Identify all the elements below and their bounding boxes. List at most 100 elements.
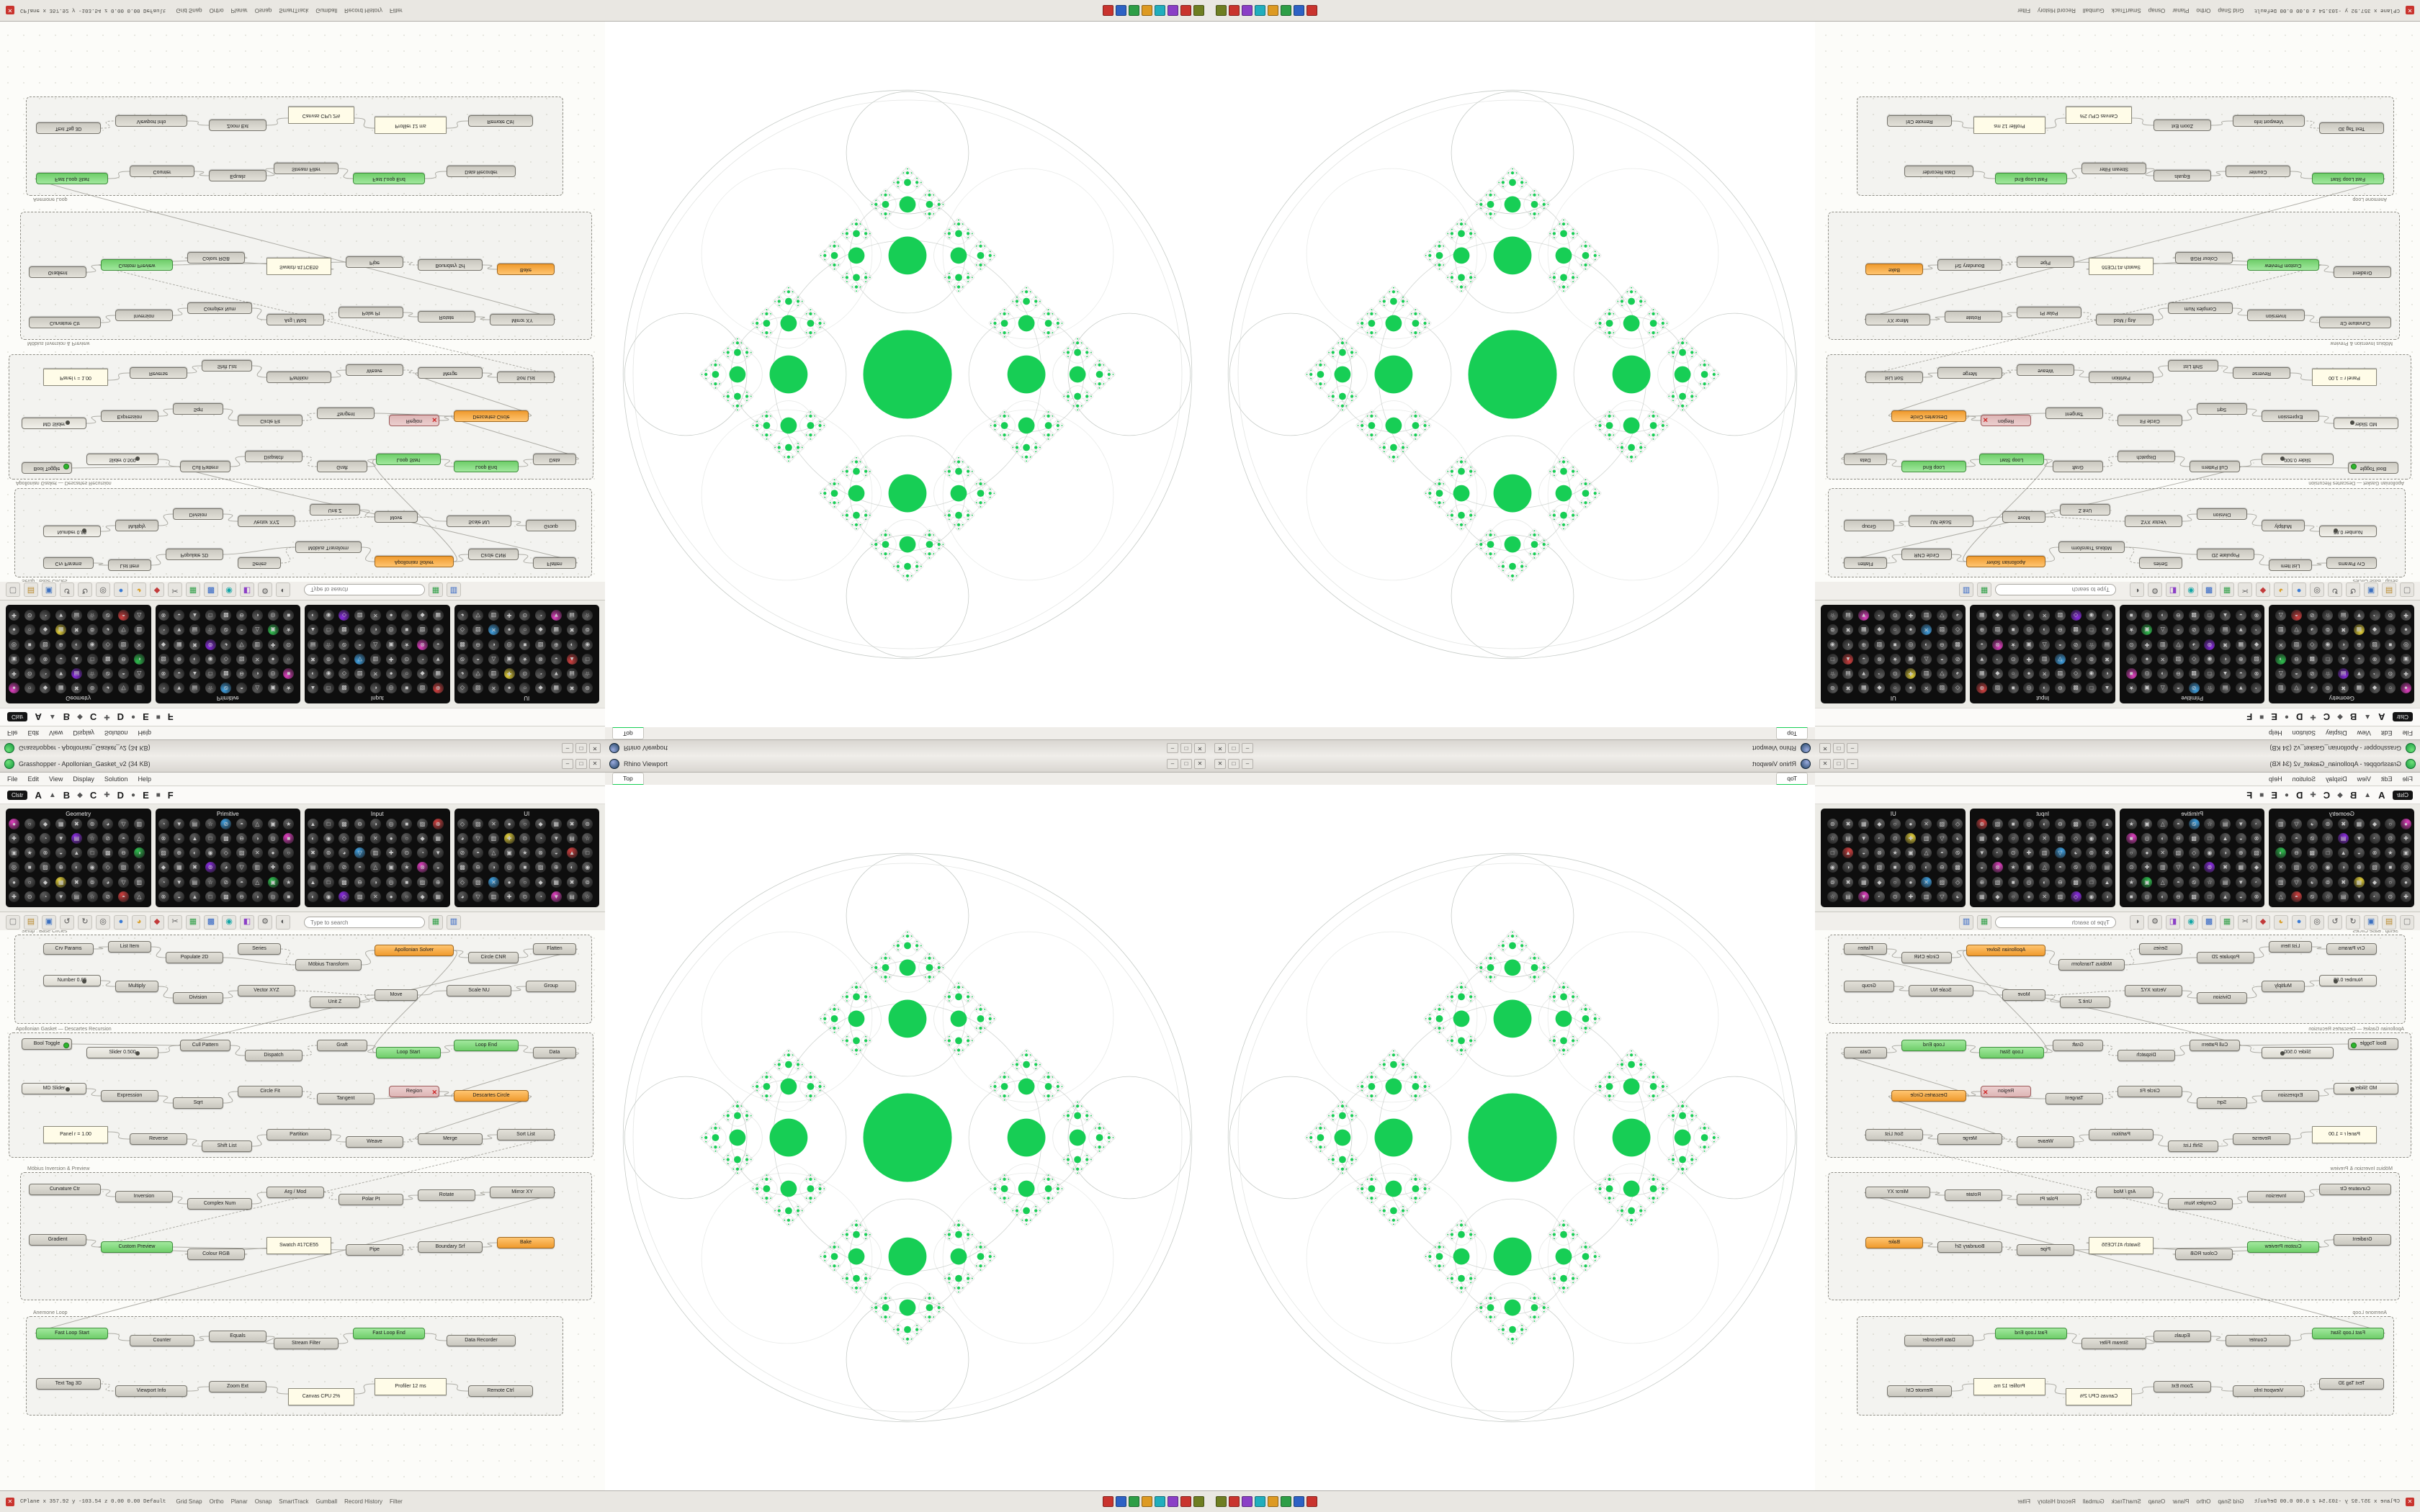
- gh-node[interactable]: List Item: [108, 559, 151, 571]
- component-icon[interactable]: ◇: [2306, 639, 2318, 650]
- component-icon[interactable]: ▨: [1991, 624, 2003, 636]
- tray-green-icon[interactable]: [1129, 5, 1139, 16]
- gh-node[interactable]: Tangent: [2045, 408, 2103, 419]
- component-icon[interactable]: ▦: [550, 683, 562, 693]
- gh-node[interactable]: Remote Ctrl: [1887, 115, 1952, 127]
- gh-node[interactable]: Cull Pattern: [180, 461, 230, 472]
- gh-node[interactable]: Descartes Circle: [454, 410, 529, 422]
- component-icon[interactable]: ◓: [2054, 639, 2066, 650]
- component-icon[interactable]: ▼: [2235, 624, 2246, 636]
- gh-node[interactable]: Custom Preview: [2247, 1241, 2319, 1253]
- component-icon[interactable]: ⊖: [118, 847, 130, 859]
- component-icon[interactable]: □: [2086, 683, 2097, 693]
- node-canvas[interactable]: Setup : Base Circles Apollonian Gasket — …: [1815, 930, 2420, 1490]
- component-icon[interactable]: ✚: [2401, 610, 2411, 621]
- component-icon[interactable]: ⊙: [2385, 667, 2396, 679]
- zoom-extents-icon[interactable]: ◎: [96, 582, 110, 597]
- scissors-icon[interactable]: ✂: [168, 915, 182, 930]
- close-button[interactable]: ✕: [589, 759, 601, 769]
- component-icon[interactable]: ▧: [1936, 624, 1948, 636]
- menu-item-display[interactable]: Display: [2326, 775, 2347, 783]
- component-icon[interactable]: ⊗: [158, 833, 169, 845]
- status-mode-planar[interactable]: Planar: [230, 7, 248, 14]
- status-mode-filter[interactable]: Filter: [390, 1498, 403, 1505]
- component-icon[interactable]: ⊖: [236, 891, 248, 902]
- component-icon[interactable]: ▣: [267, 819, 279, 829]
- gh-node[interactable]: Expression: [2262, 410, 2319, 422]
- component-icon[interactable]: ▲: [71, 653, 82, 665]
- component-icon[interactable]: ◇: [220, 653, 232, 665]
- category-shape-icon[interactable]: ▲: [48, 791, 56, 799]
- menu-item-edit[interactable]: Edit: [2380, 775, 2393, 783]
- component-icon[interactable]: ▦: [1858, 624, 1870, 636]
- gh-node[interactable]: Viewport Info: [115, 115, 187, 127]
- gh-node[interactable]: Shift List: [202, 360, 252, 372]
- component-icon[interactable]: ◆: [2369, 624, 2380, 636]
- component-icon[interactable]: ✖: [1842, 819, 1854, 829]
- component-icon[interactable]: ▨: [535, 862, 547, 873]
- gh-node[interactable]: Move: [375, 511, 418, 523]
- component-icon[interactable]: ●: [2401, 819, 2411, 829]
- undo-icon[interactable]: ↺: [60, 915, 74, 930]
- component-icon[interactable]: △: [488, 653, 499, 665]
- component-icon[interactable]: ⊕: [2235, 847, 2246, 859]
- component-icon[interactable]: ✖: [2220, 862, 2231, 873]
- component-icon[interactable]: ✖: [189, 862, 200, 873]
- component-icon[interactable]: ⊚: [1827, 876, 1838, 888]
- component-icon[interactable]: ▩: [2306, 847, 2318, 859]
- component-icon[interactable]: ▼: [2235, 876, 2246, 888]
- component-icon[interactable]: ⊗: [40, 847, 51, 859]
- component-icon[interactable]: □: [2322, 653, 2334, 665]
- component-icon[interactable]: ◒: [174, 667, 185, 679]
- menu-item-display[interactable]: Display: [2326, 729, 2347, 737]
- gh-node[interactable]: Partition: [2089, 372, 2154, 383]
- component-icon[interactable]: ◕: [2306, 683, 2318, 693]
- component-icon[interactable]: ⊗: [2251, 833, 2262, 845]
- component-icon[interactable]: ▩: [102, 653, 114, 665]
- maximize-button[interactable]: □: [575, 743, 587, 753]
- status-mode-smarttrack[interactable]: SmartTrack: [2111, 1498, 2141, 1505]
- component-icon[interactable]: ◕: [457, 833, 468, 845]
- component-icon[interactable]: ▨: [1991, 819, 2003, 829]
- gh-node[interactable]: Multiply: [115, 981, 158, 992]
- component-icon[interactable]: △: [251, 819, 263, 829]
- viewport-canvas[interactable]: [605, 22, 1210, 727]
- component-icon[interactable]: ○: [2385, 624, 2396, 636]
- component-icon[interactable]: ⊖: [472, 862, 484, 873]
- save-definition-icon[interactable]: ▣: [2364, 915, 2378, 930]
- component-icon[interactable]: ▨: [158, 847, 169, 859]
- component-icon[interactable]: ▧: [472, 819, 484, 829]
- tray-green-icon[interactable]: [1281, 5, 1291, 16]
- component-icon[interactable]: ○: [24, 624, 35, 636]
- component-icon[interactable]: ⊚: [2086, 847, 2097, 859]
- component-icon[interactable]: ●: [503, 876, 515, 888]
- component-icon[interactable]: ⊕: [432, 683, 444, 693]
- component-icon[interactable]: ▽: [2172, 862, 2184, 873]
- viewport-canvas[interactable]: [1210, 785, 1815, 1490]
- undo-icon[interactable]: ↺: [2346, 915, 2360, 930]
- open-definition-icon[interactable]: ▤: [24, 582, 38, 597]
- gem-display-icon[interactable]: ◆: [150, 915, 164, 930]
- component-icon[interactable]: ◆: [535, 819, 547, 829]
- material-icon[interactable]: ◧: [240, 582, 254, 597]
- gh-node[interactable]: Group: [1844, 981, 1894, 992]
- category-tab-a[interactable]: A: [35, 711, 42, 723]
- component-icon[interactable]: ▼: [1858, 891, 1870, 902]
- category-shape-icon[interactable]: ▲: [48, 713, 56, 721]
- component-icon[interactable]: △: [2157, 876, 2169, 888]
- gh-node[interactable]: Fast Loop End: [353, 1328, 425, 1339]
- gh-node[interactable]: Viewport Info: [2233, 115, 2305, 127]
- component-icon[interactable]: ▦: [2353, 683, 2365, 693]
- gh-node[interactable]: Series: [2139, 557, 2182, 569]
- component-icon[interactable]: ◑: [133, 653, 145, 665]
- component-icon[interactable]: ▤: [566, 891, 578, 902]
- status-close-icon[interactable]: ✕: [6, 6, 14, 15]
- component-icon[interactable]: ◓: [2172, 624, 2184, 636]
- component-icon[interactable]: ◎: [385, 819, 397, 829]
- gh-node[interactable]: Pipe: [2017, 1244, 2074, 1256]
- status-mode-gumball[interactable]: Gumball: [2082, 7, 2105, 14]
- component-icon[interactable]: ◑: [369, 683, 381, 693]
- gh-node[interactable]: Polar Pt: [2017, 1194, 2081, 1205]
- component-icon[interactable]: ▥: [133, 683, 145, 693]
- maximize-button[interactable]: □: [575, 759, 587, 769]
